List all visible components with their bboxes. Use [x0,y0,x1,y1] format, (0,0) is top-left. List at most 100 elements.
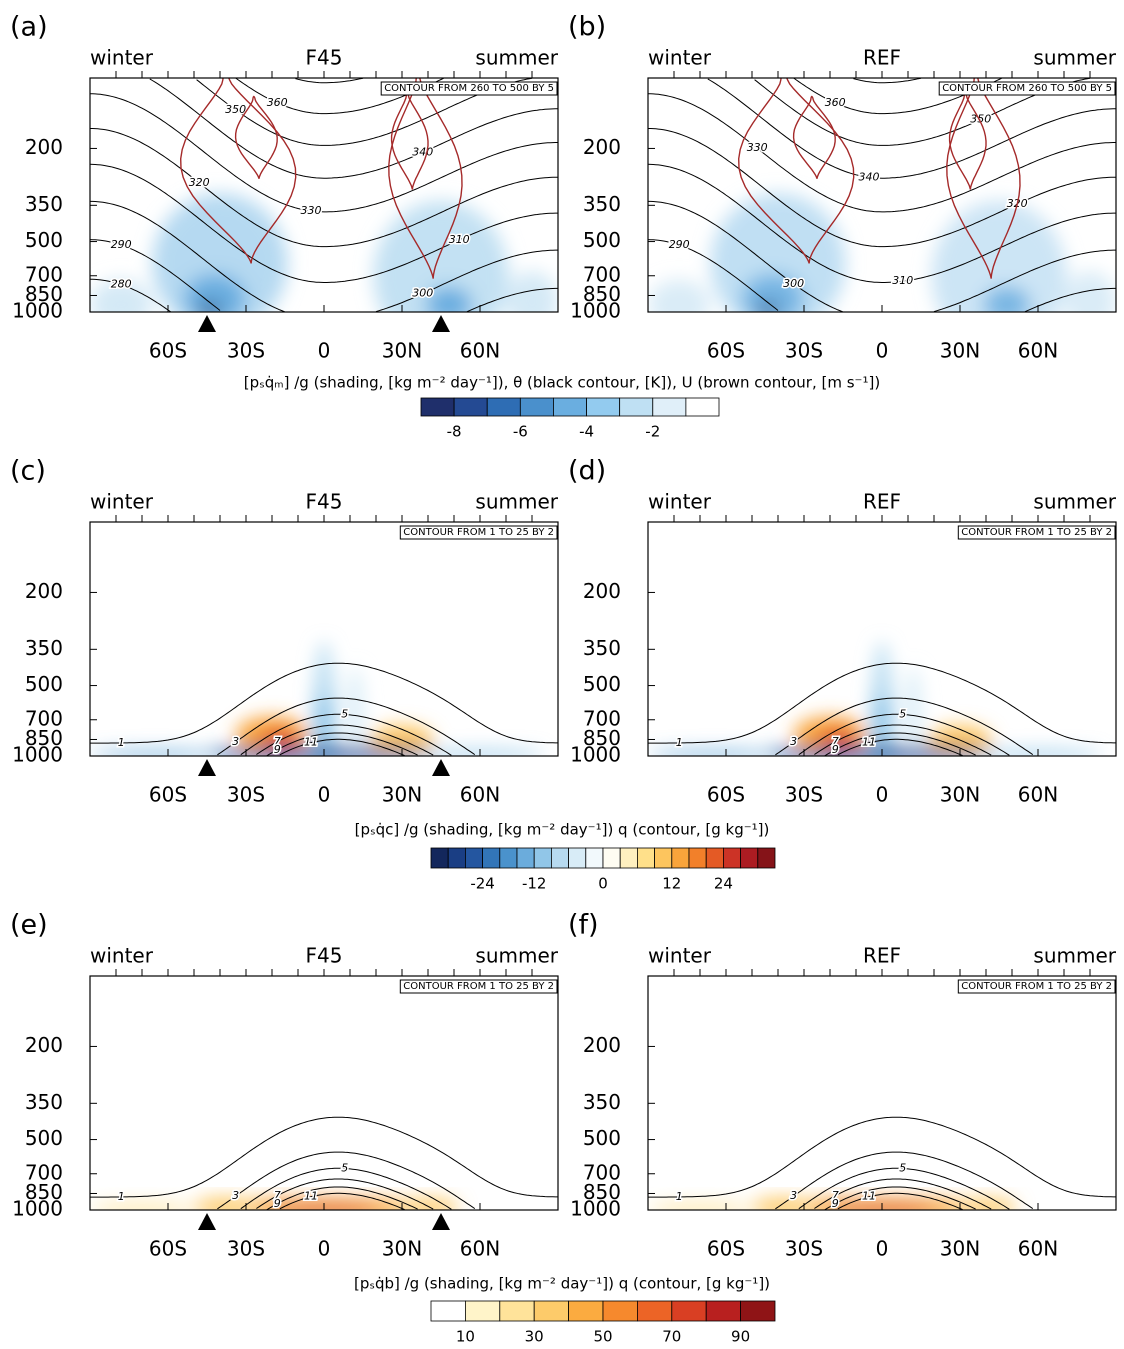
contour-line [853,78,922,84]
colorbar-box [430,847,449,869]
shading-blob [954,1198,1018,1210]
colorbar-box [453,397,488,417]
colorbar-caption: [pₛq̇ₘ] /g (shading, [kg m⁻² day⁻¹]), θ … [244,374,880,392]
contour-note: CONTOUR FROM 1 TO 25 BY 2 [403,527,554,538]
x-tick-label: 60S [149,339,187,363]
colorbar-label: 70 [662,1328,681,1346]
y-tick-label: 500 [25,1126,63,1150]
wind-contour [948,91,987,190]
plot-area: 1 3 5 79 11 [90,1116,558,1210]
colorbar-box [420,397,455,417]
colorbar-box [499,847,518,869]
note-box [399,525,558,540]
colorbar-box [464,847,483,869]
x-tick-label: 30S [227,783,265,807]
season-left: winter [648,46,712,70]
contour-label: 5 [341,1161,348,1174]
x-tick-label: 0 [876,339,889,363]
contour-line [824,732,976,756]
colorbar-box [671,1300,707,1322]
colorbar-box [430,1300,466,1322]
x-tick-label: 60S [707,1237,745,1261]
y-tick-label: 200 [25,135,63,159]
colorbar-box [637,847,656,869]
colorbar-label: -6 [513,423,528,441]
contour-line [90,163,558,283]
shading-blob [425,286,473,312]
note-box [938,81,1116,96]
colorbar-box [568,1300,604,1322]
colorbar-label: 30 [525,1328,544,1346]
contour-label: 5 [341,707,348,720]
colorbar-box [568,847,587,869]
colorbar: [pₛq̇b] /g (shading, [kg m⁻² day⁻¹]) q (… [354,1275,776,1346]
contour-line [798,713,1010,756]
x-tick-label: 30N [382,1237,422,1261]
contour-label: 1 [676,1190,683,1203]
y-tick-label: 700 [25,262,63,286]
colorbar-box [551,847,570,869]
season-left: winter [648,490,712,514]
note-box [380,81,558,96]
season-right: summer [1033,944,1116,968]
y-tick-label: 350 [583,636,621,660]
latitude-marker [432,315,450,332]
shading-blob [506,271,558,312]
contour-line [837,1192,963,1210]
colorbar-box [533,847,552,869]
plot-area: 280 290 300 310 320 330 340 350 360 [90,78,558,312]
shading-blob [752,1197,815,1210]
contour-line [648,239,1116,312]
latitude-marker [198,759,216,776]
wind-contour [737,78,855,264]
shading-blob [648,1203,752,1210]
panel-title: F45 [306,944,343,968]
season-right: summer [475,46,558,70]
contour-label: 11 [304,1190,318,1203]
shading-blob [741,274,804,312]
shading [648,193,1116,312]
contour-label: 7 [832,1189,839,1202]
contour-label: 330 [301,204,322,217]
colorbar-box [447,847,466,869]
contour-label: 1 [118,1190,125,1203]
contour-label: 11 [304,736,318,749]
shading-blob [819,728,856,749]
shading-blob [194,1197,257,1210]
shading [648,642,1103,756]
contour-line [149,78,558,179]
contour-label: 9 [832,743,839,756]
contour-label: 7 [274,735,281,748]
contour-label: 350 [970,113,991,126]
y-tick-label: 350 [583,1090,621,1114]
colorbar: [pₛq̇ₘ] /g (shading, [kg m⁻² day⁻¹]), θ … [244,374,880,441]
colorbar-box [757,847,776,869]
colorbar-box [519,397,554,417]
contour-line [90,662,558,744]
contour-label: 9 [274,1197,281,1210]
y-tick-label: 350 [25,1090,63,1114]
colorbar-box [740,1300,776,1322]
contour-line [648,1116,1116,1198]
colorbar-box [740,847,759,869]
colorbar-label: -4 [579,423,594,441]
season-right: summer [1033,490,1116,514]
y-tick-label: 500 [583,228,621,252]
contour-line [648,200,1116,312]
y-tick-label: 700 [25,1160,63,1184]
x-tick-label: 60N [1018,783,1058,807]
x-tick-label: 30S [785,1237,823,1261]
contour-label: 360 [825,96,846,109]
panel-label: (e) [10,910,48,941]
colorbar-box [516,847,535,869]
contour-line [256,724,434,756]
shading-blob [90,750,220,756]
contour-line [90,93,558,213]
plot-area: 1 3 5 79 11 [648,642,1116,756]
contour-line [266,1186,418,1210]
contour-line [648,128,1116,248]
wind-contour [234,95,278,179]
shading-blob [261,728,298,749]
colorbar-caption: [pₛq̇b] /g (shading, [kg m⁻² day⁻¹]) q (… [354,1275,770,1293]
